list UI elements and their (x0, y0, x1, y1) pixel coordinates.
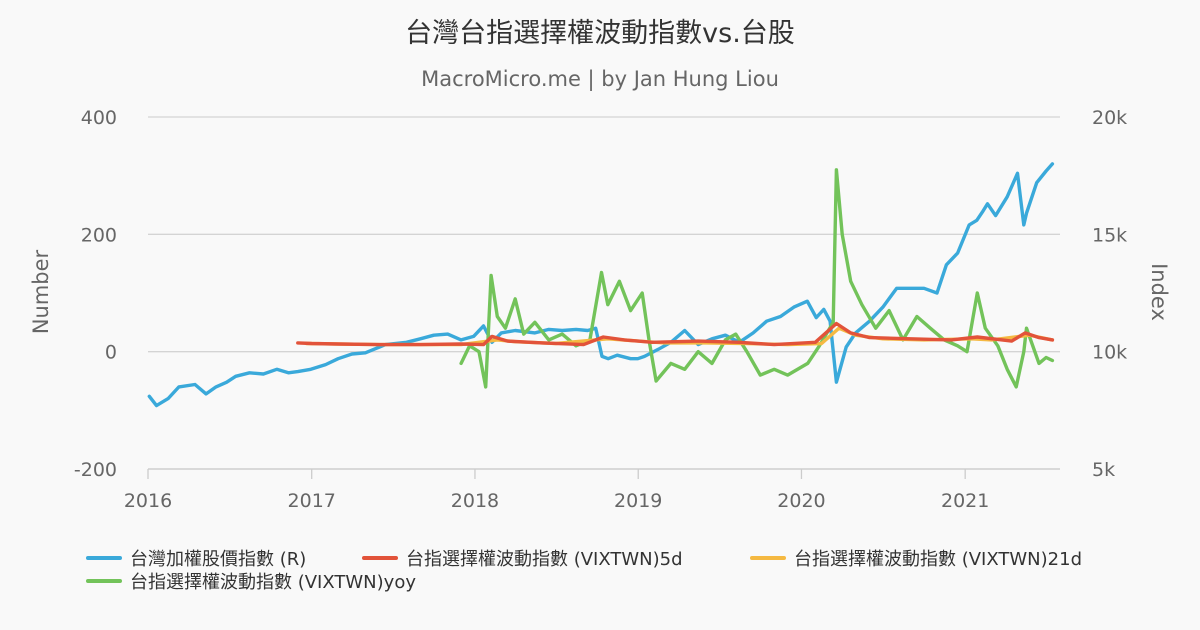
x-tick-label: 2016 (124, 490, 172, 512)
right-tick-label: 15k (1092, 224, 1127, 246)
x-tick-label: 2019 (614, 490, 662, 512)
chart-title: 台灣台指選擇權波動指數vs.台股 (405, 18, 795, 49)
legend-item[interactable]: 台指選擇權波動指數 (VIXTWN)21d (750, 549, 1082, 570)
x-tick-label: 2017 (288, 490, 336, 512)
right-tick-label: 20k (1092, 107, 1127, 129)
legend: 台灣加權股價指數 (R) 台指選擇權波動指數 (VIXTWN)5d 台指選擇權波動指… (86, 549, 1082, 593)
legend-item[interactable]: 台指選擇權波動指數 (VIXTWN)yoy (86, 572, 416, 593)
x-tick-label: 2018 (451, 490, 499, 512)
x-tick-label: 2020 (777, 490, 825, 512)
series-lines (147, 162, 1055, 408)
right-tick-label: 5k (1092, 459, 1115, 481)
series-line-1 (296, 321, 1055, 347)
left-tick-label: -200 (74, 459, 117, 481)
right-y-axis: 5k 10k 15k 20k (1092, 107, 1127, 481)
left-y-axis: -200 0 200 400 (74, 107, 117, 481)
legend-item[interactable]: 台灣加權股價指數 (R) (86, 549, 306, 570)
legend-label: 台灣加權股價指數 (R) (130, 549, 306, 570)
legend-label: 台指選擇權波動指數 (VIXTWN)5d (406, 549, 683, 570)
left-tick-label: 400 (81, 107, 117, 129)
legend-item[interactable]: 台指選擇權波動指數 (VIXTWN)5d (362, 549, 683, 570)
x-tick-label: 2021 (941, 490, 989, 512)
legend-label: 台指選擇權波動指數 (VIXTWN)yoy (130, 572, 416, 593)
right-axis-title: Index (1147, 263, 1171, 321)
left-tick-label: 0 (105, 342, 117, 364)
series-line-3 (459, 168, 1055, 389)
right-tick-label: 10k (1092, 342, 1127, 364)
left-tick-label: 200 (81, 224, 117, 246)
left-axis-title: Number (29, 249, 53, 334)
series-line-0 (147, 162, 1055, 408)
legend-label: 台指選擇權波動指數 (VIXTWN)21d (794, 549, 1082, 570)
x-axis: 2016 2017 2018 2019 2020 2021 (124, 468, 1060, 512)
chart-subtitle: MacroMicro.me | by Jan Hung Liou (421, 67, 779, 92)
